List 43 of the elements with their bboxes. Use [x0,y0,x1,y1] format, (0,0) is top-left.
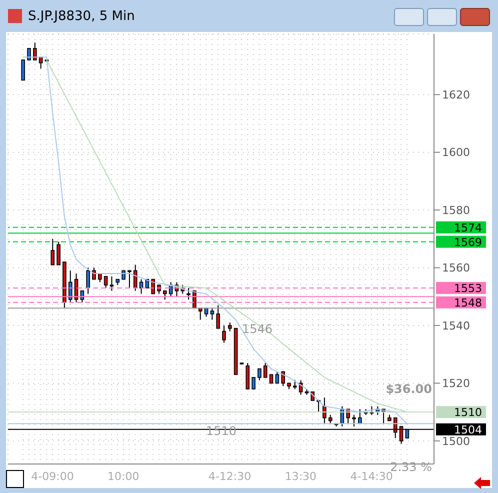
y-tick-label: 1560 [442,262,470,275]
candlestick [86,267,90,294]
x-tick-label: 4-12:30 [208,470,252,483]
chart-title: S.JP.J8830, 5 Min [28,8,135,24]
ref-line-label: 1510 [454,406,482,420]
candlestick [281,371,285,387]
x-tick-label: 4-09:00 [31,470,74,483]
y-tick-label: 1620 [442,88,470,102]
candlestick [258,368,262,381]
y-tick-label: 1600 [442,146,470,160]
candlestick [56,241,60,266]
candlestick [68,270,72,303]
y-tick-label: 1500 [442,434,470,448]
y-tick-label: 1520 [442,377,470,390]
ref-line-label: 1504 [454,423,482,436]
candlestick [33,42,37,60]
x-tick-label: 4-14:30 [350,470,393,483]
candlestick [222,324,226,344]
candlestick [104,276,108,288]
annotation: 2.33 % [390,460,432,474]
candlestick [210,308,214,320]
candlestick [21,60,25,81]
x-tick-label: 10:00 [108,470,140,483]
candlestick [275,371,280,384]
candlestick [133,264,138,292]
candlestick [216,304,220,329]
candlestick [352,414,356,427]
ref-line-label: 1574 [454,221,482,234]
candlestick [246,362,250,390]
ref-line-label: 1553 [454,282,482,295]
y-tick-label: 1540 [442,319,470,332]
x-tick-label: 13:30 [284,470,317,483]
y-tick-label: 1580 [442,204,470,217]
candlestick [128,270,132,288]
ref-line-label: 1548 [454,296,482,310]
candlestick [358,408,362,424]
annotation: $36.00 [384,382,432,396]
candlestick [186,287,190,300]
candlestick [252,377,256,390]
ref-line-label: 1569 [454,236,482,249]
candlestick [110,276,114,292]
candlestick [50,238,55,266]
candlestick [263,362,268,378]
